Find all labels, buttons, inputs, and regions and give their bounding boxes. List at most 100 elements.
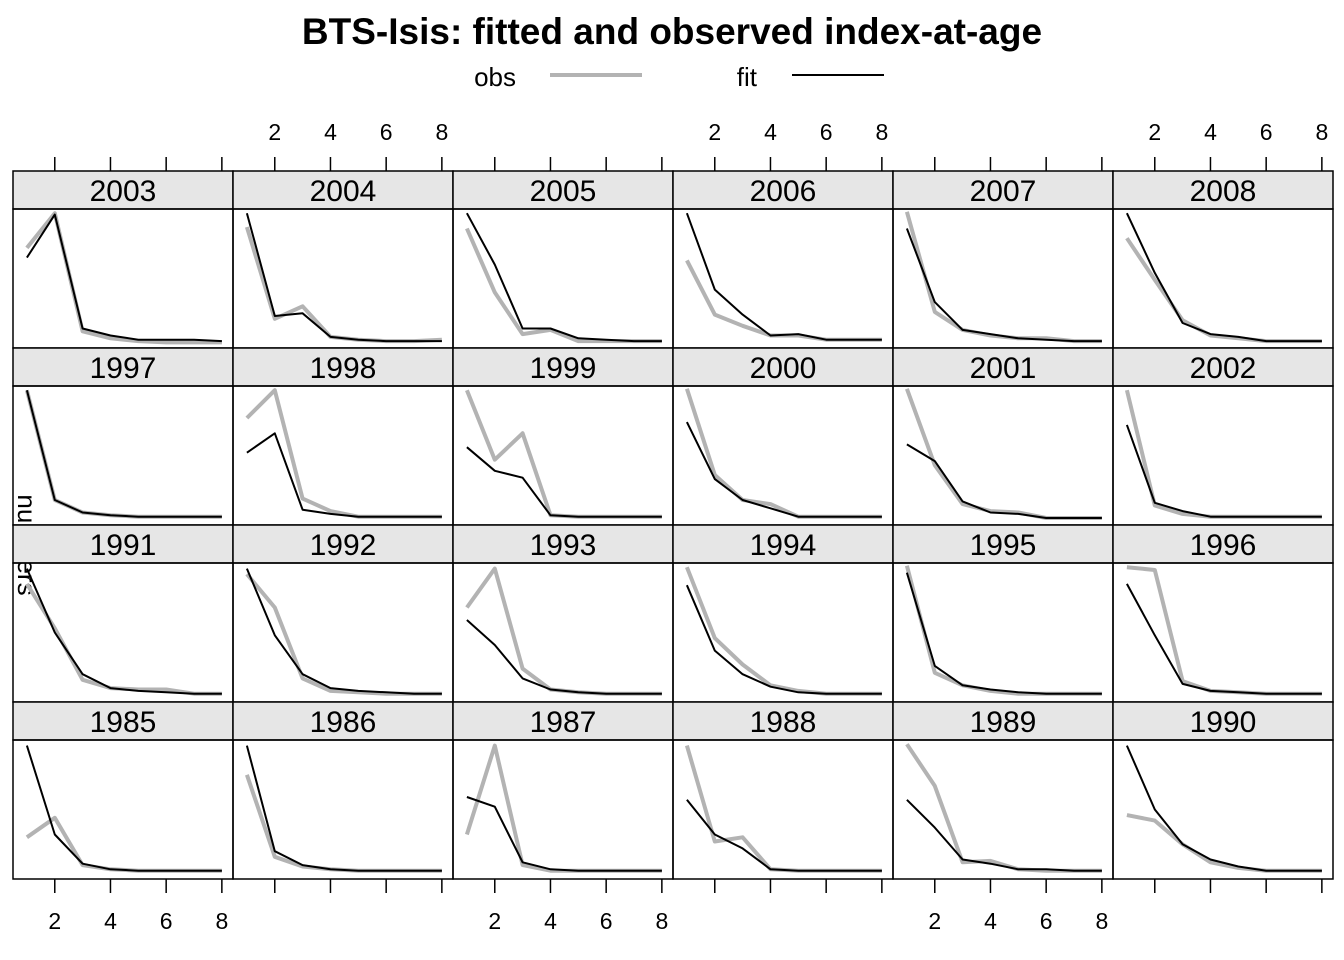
series-obs-1992 [245, 572, 442, 696]
series-obs-2003 [25, 211, 222, 345]
legend: obs fit [474, 62, 884, 92]
plot-area-1987 [452, 739, 674, 880]
plot-area-1992 [232, 562, 454, 703]
panel-1988: 1988 [672, 701, 894, 880]
panel-1989: 1989 [892, 701, 1114, 880]
bottom-tick-label: 6 [1040, 908, 1053, 934]
panel-1990: 1990 [1112, 701, 1334, 880]
series-fit-1997 [25, 389, 222, 518]
chart-title: BTS-Isis: fitted and observed index-at-a… [302, 11, 1042, 52]
series-fit-1993 [466, 619, 662, 695]
bottom-tick-label: 4 [544, 908, 557, 934]
strip-label-2007: 2007 [970, 175, 1037, 208]
strip-label-1990: 1990 [1190, 706, 1257, 739]
strip-2004 [232, 170, 454, 210]
panel-2002: 2002 [1112, 347, 1334, 526]
strip-1989 [892, 701, 1114, 741]
series-obs-2000 [684, 388, 882, 519]
series-fit-2004 [245, 212, 442, 343]
top-tick-label: 8 [1315, 119, 1328, 145]
panel-1992: 1992 [232, 524, 454, 703]
series-fit-1996 [1126, 583, 1322, 695]
top-tick-label: 4 [1204, 119, 1217, 145]
panel-1987: 1987 [452, 701, 674, 880]
panel-2000: 2000 [672, 347, 894, 526]
plot-area-1990 [1112, 739, 1334, 880]
series-obs-1999 [465, 389, 662, 519]
series-fit-1988 [686, 799, 882, 872]
series-fit-1994 [685, 584, 882, 695]
strip-label-2001: 2001 [970, 352, 1037, 385]
bottom-tick-label: 6 [160, 908, 173, 934]
series-fit-2000 [686, 421, 882, 518]
top-tick-label: 2 [268, 119, 281, 145]
strip-label-1986: 1986 [310, 706, 377, 739]
top-tick-label: 4 [324, 119, 337, 145]
strip-2007 [892, 170, 1114, 210]
bottom-tick-label: 4 [104, 908, 117, 934]
strip-label-1997: 1997 [90, 352, 157, 385]
top-tick-label: 2 [1148, 119, 1161, 145]
panel-2008: 2008 [1112, 170, 1334, 349]
top-tick-label: 2 [708, 119, 721, 145]
series-obs-1993 [465, 566, 662, 696]
series-fit-2005 [466, 212, 662, 343]
panel-1991: 1991 [12, 524, 234, 703]
series-obs-1995 [904, 565, 1102, 696]
series-obs-2007 [904, 211, 1102, 344]
strip-1996 [1112, 524, 1334, 564]
plot-area-2008 [1112, 208, 1334, 349]
series-fit-1995 [905, 572, 1102, 695]
panel-2007: 2007 [892, 170, 1114, 349]
strip-1994 [672, 524, 894, 564]
series-obs-1994 [685, 566, 882, 696]
plot-area-1997 [12, 385, 234, 526]
panel-2001: 2001 [892, 347, 1114, 526]
plot-area-1999 [452, 385, 674, 526]
series-fit-1986 [245, 745, 442, 872]
strip-2005 [452, 170, 674, 210]
strip-label-1985: 1985 [90, 706, 157, 739]
strip-1995 [892, 524, 1114, 564]
series-fit-2002 [1125, 424, 1322, 518]
series-obs-2002 [1124, 389, 1322, 519]
bottom-tick-label: 8 [215, 908, 228, 934]
panel-2005: 2005 [452, 170, 674, 349]
bottom-tick-label: 2 [48, 908, 61, 934]
panel-1998: 1998 [232, 347, 454, 526]
strip-2003 [12, 170, 234, 210]
panel-1986: 1986 [232, 701, 454, 880]
strip-label-1989: 1989 [970, 706, 1037, 739]
strip-1988 [672, 701, 894, 741]
strip-label-2005: 2005 [530, 175, 597, 208]
panel-1999: 1999 [452, 347, 674, 526]
strip-2002 [1112, 347, 1334, 387]
strip-label-1994: 1994 [750, 529, 817, 562]
strip-label-2000: 2000 [750, 352, 817, 385]
strip-2001 [892, 347, 1114, 387]
plot-area-1986 [232, 739, 454, 880]
series-obs-2001 [905, 388, 1102, 520]
panel-1997: 1997 [12, 347, 234, 526]
strip-label-1996: 1996 [1190, 529, 1257, 562]
series-fit-2006 [685, 212, 882, 341]
series-fit-2003 [26, 213, 222, 343]
panel-1994: 1994 [672, 524, 894, 703]
panel-2006: 2006 [672, 170, 894, 349]
top-tick-label: 4 [764, 119, 777, 145]
series-obs-1996 [1126, 565, 1322, 696]
plot-area-1998 [232, 385, 454, 526]
strip-label-2003: 2003 [90, 175, 157, 208]
strip-1991 [12, 524, 234, 564]
top-tick-label: 6 [820, 119, 833, 145]
plot-area-1989 [892, 739, 1114, 880]
strip-label-2002: 2002 [1190, 352, 1257, 385]
bottom-tick-label: 2 [488, 908, 501, 934]
axes: 2 4 6 8 2 4 6 8 2 4 6 8 2 4 6 8 2 4 6 8 2 4 6 8 [48, 119, 1328, 934]
strip-label-2004: 2004 [310, 175, 377, 208]
series-fit-2007 [905, 228, 1102, 343]
series-fit-1998 [246, 432, 442, 518]
panel-1985: 1985 [12, 701, 234, 880]
plot-area-1996 [1112, 562, 1334, 703]
